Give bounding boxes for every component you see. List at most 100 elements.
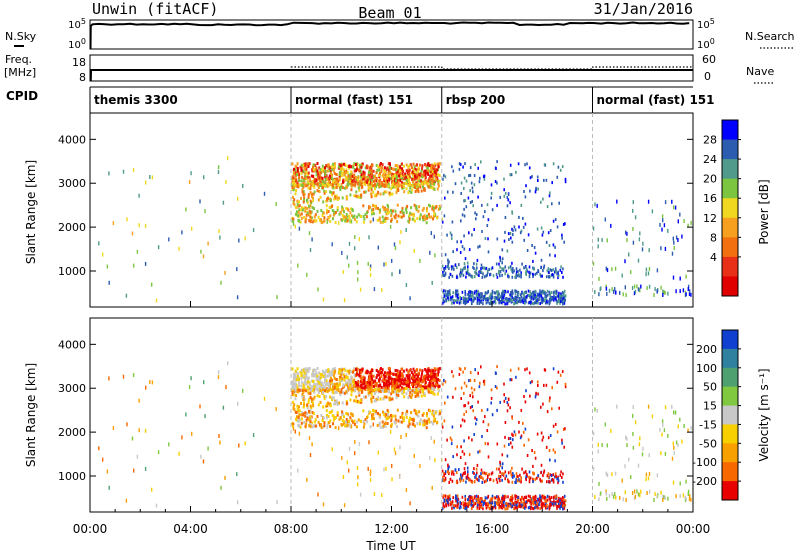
velocity-echo [502, 494, 504, 498]
power-echo [637, 258, 640, 263]
velocity-echo [458, 468, 460, 472]
power-echo [369, 264, 372, 269]
velocity-echo [461, 450, 464, 454]
velocity-echo [442, 475, 444, 479]
velocity-echo [341, 368, 344, 372]
velocity-echo [346, 375, 349, 379]
velocity-echo [499, 475, 502, 478]
velocity-echo [341, 455, 343, 460]
power-echo [457, 292, 460, 296]
power-echo [409, 211, 412, 215]
power-colorbar-segment [722, 159, 738, 180]
power-echo [555, 290, 558, 294]
power-echo [473, 183, 476, 187]
power-echo [320, 221, 323, 225]
power-echo [625, 293, 627, 298]
velocity-echo [499, 479, 501, 483]
velocity-echo [366, 385, 369, 389]
power-echo [350, 175, 353, 179]
power-echo [444, 265, 447, 269]
velocity-echo [350, 380, 353, 384]
power-echo [450, 237, 453, 241]
velocity-echo [299, 370, 302, 374]
velocity-echo [316, 367, 319, 370]
power-echo [514, 300, 516, 304]
power-echo [525, 295, 527, 299]
velocity-echo [315, 384, 318, 388]
velocity-echo [407, 370, 410, 374]
velocity-echo [522, 497, 525, 501]
power-echo [481, 203, 483, 207]
velocity-echo [414, 424, 416, 428]
velocity-echo [434, 411, 437, 415]
velocity-echo [501, 496, 503, 500]
power-echo [237, 196, 239, 201]
power-echo [436, 162, 439, 166]
velocity-echo [512, 438, 514, 442]
velocity-echo [559, 505, 562, 509]
velocity-echo [322, 388, 324, 392]
power-echo [385, 175, 388, 178]
velocity-echo [357, 391, 360, 395]
power-echo [430, 215, 433, 219]
power-echo [564, 180, 567, 184]
velocity-echo [321, 381, 324, 385]
velocity-echo [427, 408, 430, 412]
power-echo [319, 195, 322, 199]
power-echo [554, 290, 557, 294]
power-echo [465, 179, 468, 183]
velocity-echo [383, 413, 386, 417]
power-echo [592, 261, 595, 266]
velocity-echo [350, 412, 353, 416]
velocity-echo [437, 412, 440, 416]
velocity-echo [509, 502, 512, 506]
power-echo [402, 181, 405, 185]
power-echo [327, 210, 330, 213]
velocity-echo [389, 376, 392, 380]
power-echo [523, 294, 525, 298]
power-echo [539, 289, 541, 293]
power-echo [550, 298, 552, 302]
velocity-echo [433, 387, 436, 391]
velocity-echo [441, 469, 444, 473]
power-echo [554, 218, 557, 221]
cpid-segment-label: normal (fast) 151 [295, 93, 413, 107]
velocity-echo [355, 368, 357, 372]
power-echo [373, 194, 376, 198]
power-echo [624, 259, 626, 264]
velocity-echo [445, 498, 447, 502]
power-echo [316, 169, 319, 173]
velocity-echo [291, 391, 294, 394]
velocity-echo [399, 384, 402, 387]
velocity-echo [296, 404, 299, 408]
power-echo [364, 213, 367, 217]
power-echo [151, 175, 154, 180]
velocity-echo [317, 403, 320, 407]
power-echo [144, 261, 147, 266]
velocity-echo [531, 500, 534, 504]
velocity-echo [462, 503, 465, 506]
velocity-echo [292, 405, 295, 408]
velocity-echo [312, 404, 315, 408]
power-echo [334, 186, 337, 190]
power-echo [524, 195, 527, 199]
velocity-echo [132, 373, 135, 378]
power-echo [546, 299, 548, 303]
power-echo [399, 165, 402, 169]
power-echo [321, 176, 324, 180]
velocity-echo [454, 504, 457, 508]
power-echo [423, 169, 426, 173]
velocity-echo [500, 506, 503, 510]
velocity-echo [473, 472, 475, 475]
velocity-echo [450, 503, 452, 507]
power-echo [346, 215, 349, 219]
velocity-echo [423, 392, 426, 396]
velocity-echo [325, 404, 328, 408]
power-echo [552, 275, 555, 279]
velocity-echo [486, 502, 489, 506]
velocity-echo [297, 415, 300, 419]
power-echo [476, 296, 479, 300]
velocity-echo [560, 497, 562, 501]
velocity-echo [417, 378, 420, 382]
velocity-echo [513, 474, 515, 478]
